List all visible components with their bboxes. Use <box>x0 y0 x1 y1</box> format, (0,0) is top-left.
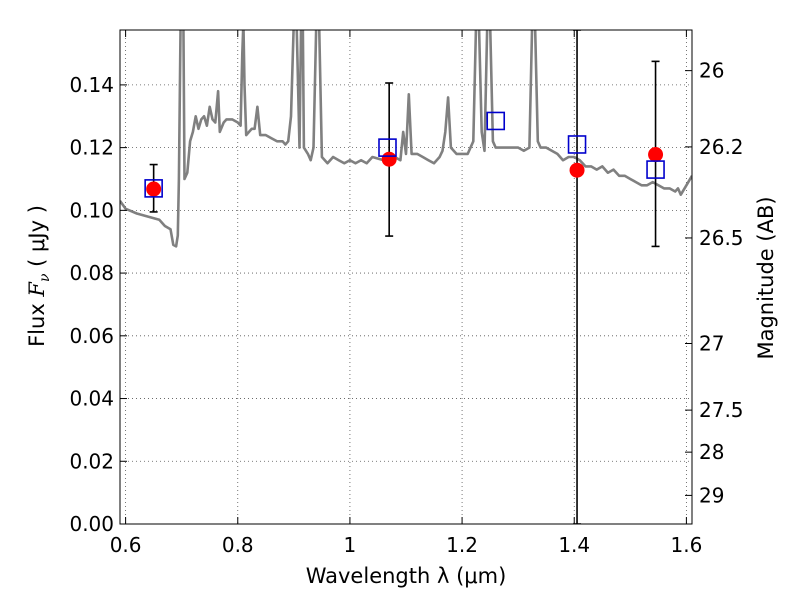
axes: 0.6 0.8 1 1.2 1.4 1.6 0.00 0.02 0.04 0.06 0.08 0.10… <box>69 30 744 557</box>
right-axis-tick-label: 29 <box>699 483 724 507</box>
model-flux-point <box>378 138 397 157</box>
x-tick-label: 1.4 <box>558 533 590 557</box>
y-tick-label: 0.00 <box>69 512 114 536</box>
y-tick-label: 0.14 <box>69 73 114 97</box>
y-tick-label: 0.12 <box>69 136 114 160</box>
right-axis-tick-label: 26 <box>699 59 724 83</box>
y-axis-label-prefix: Flux <box>25 297 49 347</box>
plot-frame <box>119 29 693 525</box>
model-flux-point <box>486 111 506 131</box>
model-flux-point <box>567 135 587 154</box>
y-tick-label: 0.02 <box>69 449 114 473</box>
x-tick-label: 1.6 <box>670 533 702 557</box>
right-axis-label: Magnitude (AB) <box>754 196 778 359</box>
y-tick-label: 0.04 <box>69 387 114 411</box>
right-axis-tick-label: 27 <box>699 332 724 356</box>
x-axis-label: Wavelength λ (μm) <box>306 564 507 588</box>
y-tick-label: 0.06 <box>69 324 114 348</box>
x-tick-label: 1 <box>344 533 357 557</box>
x-tick-label: 1.2 <box>446 533 478 557</box>
plot-area <box>120 30 692 524</box>
right-axis-tick-label: 27.5 <box>699 398 744 422</box>
observed-flux-point <box>146 181 162 197</box>
y-tick-label: 0.10 <box>69 198 114 222</box>
right-axis-tick-label: 28 <box>699 440 724 464</box>
y-axis-label: Flux Fν ( μJy ) <box>25 205 53 347</box>
template-spectrum-line <box>120 30 692 248</box>
y-axis-label-subscript: ν <box>37 273 53 282</box>
observed-flux-point <box>648 147 664 163</box>
observed-flux-point <box>569 162 585 178</box>
y-axis-label-symbol: F <box>25 281 49 298</box>
y-tick-label: 0.08 <box>69 261 114 285</box>
right-axis-tick-label: 26.5 <box>699 226 744 250</box>
x-tick-label: 0.6 <box>110 533 142 557</box>
grid <box>120 30 692 525</box>
observed-flux-point <box>381 151 397 167</box>
y-axis-label-suffix: ( μJy ) <box>25 205 49 273</box>
right-axis-tick-label: 26.2 <box>699 135 744 159</box>
x-tick-label: 0.8 <box>222 533 254 557</box>
model-flux-point <box>144 179 163 198</box>
model-flux-point <box>646 160 665 179</box>
